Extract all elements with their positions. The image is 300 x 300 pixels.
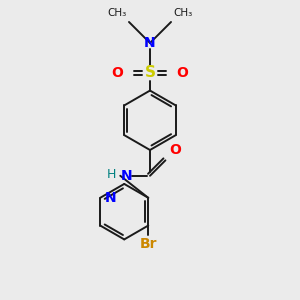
Text: H: H xyxy=(107,168,116,181)
Text: O: O xyxy=(111,66,123,80)
Text: S: S xyxy=(145,65,155,80)
Text: N: N xyxy=(144,36,156,50)
Text: N: N xyxy=(120,169,132,183)
Text: N: N xyxy=(105,191,117,205)
Text: Br: Br xyxy=(140,237,157,251)
Text: CH₃: CH₃ xyxy=(173,8,192,18)
Text: O: O xyxy=(177,66,189,80)
Text: CH₃: CH₃ xyxy=(108,8,127,18)
Text: O: O xyxy=(169,143,181,158)
